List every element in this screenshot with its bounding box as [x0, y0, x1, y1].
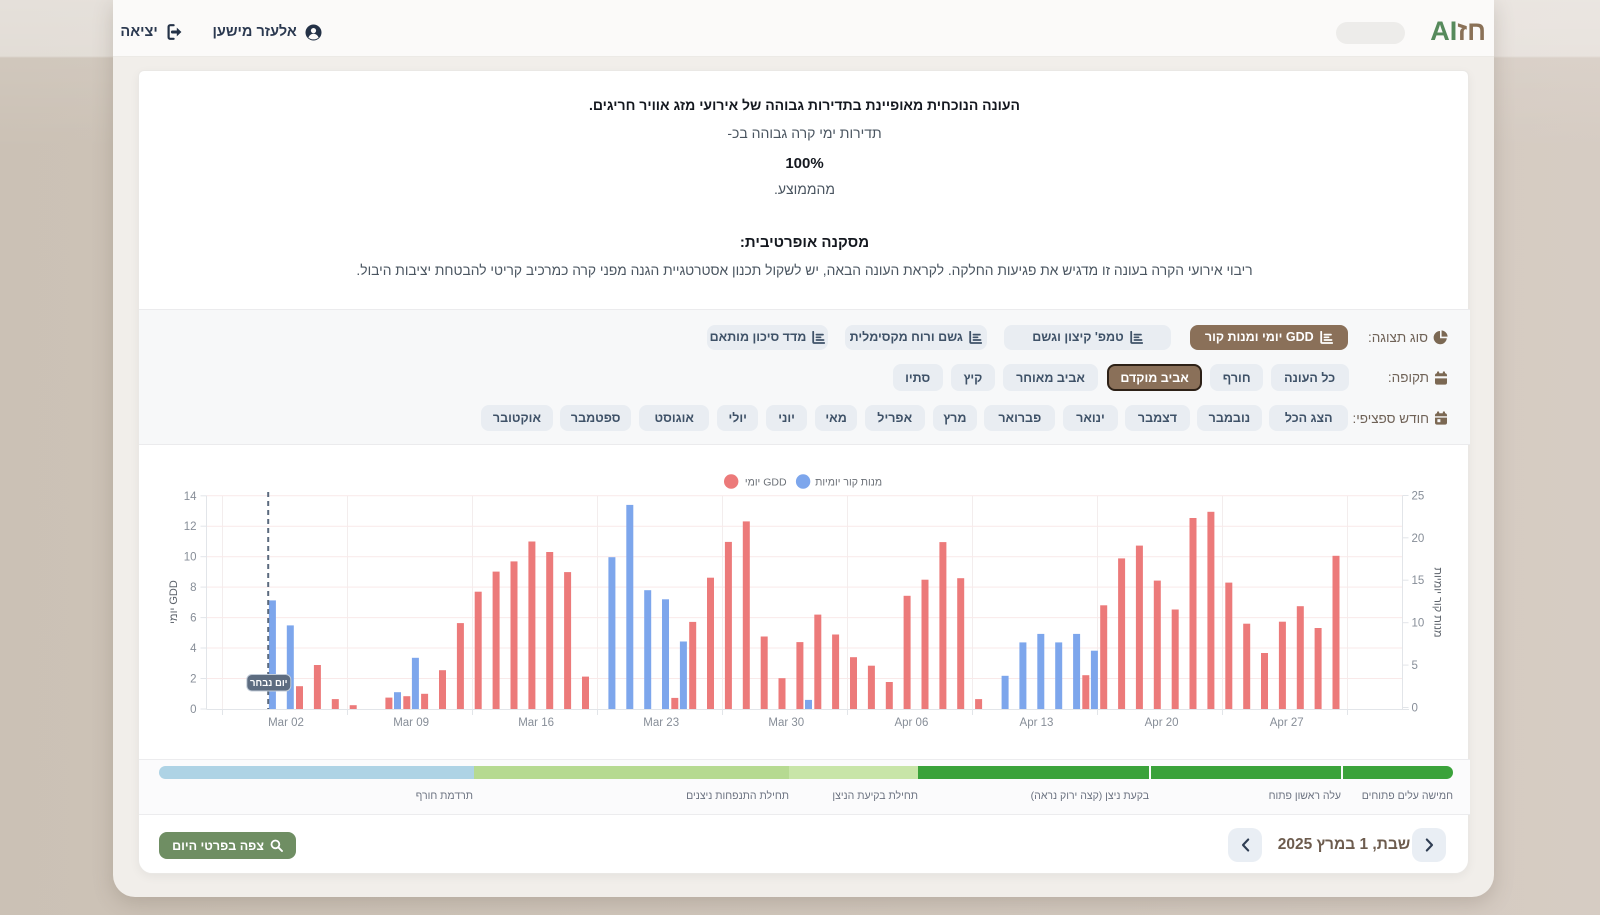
svg-text:מנות קור יומיות: מנות קור יומיות — [815, 476, 882, 488]
svg-text:14: 14 — [184, 490, 197, 502]
svg-text:5: 5 — [1412, 660, 1418, 672]
svg-text:Mar 16: Mar 16 — [518, 717, 554, 729]
svg-text:Mar 23: Mar 23 — [643, 717, 679, 729]
svg-text:20: 20 — [1412, 532, 1425, 544]
svg-text:מנות קור יומיות: מנות קור יומיות — [1432, 567, 1444, 637]
svg-text:Apr 20: Apr 20 — [1145, 717, 1179, 729]
svg-text:יומי GDD: יומי GDD — [168, 580, 180, 624]
svg-text:2: 2 — [190, 673, 196, 685]
svg-text:12: 12 — [184, 521, 197, 533]
svg-text:Apr 13: Apr 13 — [1020, 717, 1054, 729]
svg-text:יום נבחר: יום נבחר — [250, 678, 288, 689]
svg-text:Apr 06: Apr 06 — [894, 717, 928, 729]
svg-text:Apr 27: Apr 27 — [1270, 717, 1304, 729]
svg-text:25: 25 — [1412, 490, 1425, 502]
svg-text:15: 15 — [1412, 575, 1425, 587]
svg-text:6: 6 — [190, 612, 196, 624]
svg-text:Mar 30: Mar 30 — [768, 717, 804, 729]
svg-text:10: 10 — [184, 551, 197, 563]
svg-text:4: 4 — [190, 643, 197, 655]
svg-text:8: 8 — [190, 582, 196, 594]
svg-text:יומי GDD: יומי GDD — [745, 476, 787, 488]
svg-text:10: 10 — [1412, 617, 1425, 629]
svg-text:0: 0 — [190, 704, 196, 716]
svg-text:Mar 02: Mar 02 — [268, 717, 304, 729]
svg-text:0: 0 — [1412, 702, 1418, 714]
svg-text:Mar 09: Mar 09 — [393, 717, 429, 729]
